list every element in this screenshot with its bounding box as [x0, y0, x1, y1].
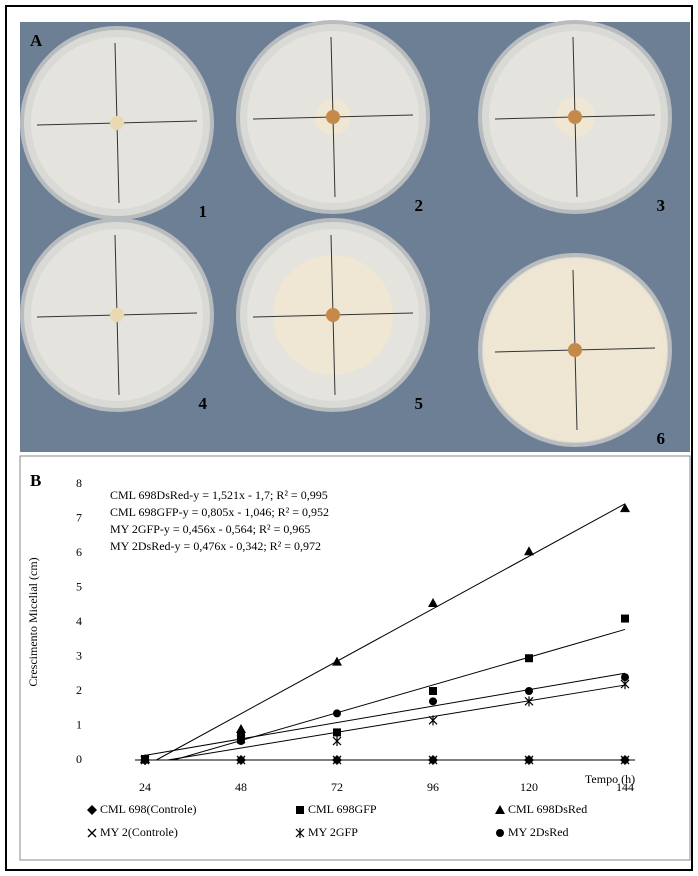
legend-label: MY 2GFP: [308, 825, 358, 839]
inoculum: [568, 343, 582, 357]
x-tick-label: 72: [331, 780, 343, 794]
legend-label: CML 698GFP: [308, 802, 377, 816]
inoculum: [568, 110, 582, 124]
y-tick-label: 8: [76, 476, 82, 490]
legend-label: MY 2DsRed: [508, 825, 569, 839]
marker: [621, 615, 629, 623]
dish-label: 1: [199, 202, 208, 221]
x-tick-label: 24: [139, 780, 151, 794]
dish-label: 3: [657, 196, 666, 215]
inoculum: [326, 308, 340, 322]
marker: [141, 756, 149, 764]
trend-equation: CML 698DsRed-y = 1,521x - 1,7; R² = 0,99…: [110, 488, 328, 502]
panel-label: A: [30, 31, 43, 50]
marker: [237, 737, 245, 745]
y-tick-label: 5: [76, 579, 82, 593]
legend-label: CML 698DsRed: [508, 802, 587, 816]
y-tick-label: 3: [76, 648, 82, 662]
y-tick-label: 2: [76, 683, 82, 697]
inoculum: [110, 116, 124, 130]
x-tick-label: 96: [427, 780, 439, 794]
marker: [429, 697, 437, 705]
trend-equation: MY 2DsRed-y = 0,476x - 0,342; R² = 0,972: [110, 539, 321, 553]
dish-label: 6: [657, 429, 666, 448]
x-tick-label: 48: [235, 780, 247, 794]
marker: [525, 654, 533, 662]
figure: 123456 A B Crescimento Micelial (cm) Tem…: [0, 0, 698, 876]
y-tick-label: 4: [76, 614, 82, 628]
trend-equation: CML 698GFP-y = 0,805x - 1,046; R² = 0,95…: [110, 505, 329, 519]
x-tick-label: 120: [520, 780, 538, 794]
x-tick-label: 144: [616, 780, 634, 794]
legend-label: MY 2(Controle): [100, 825, 178, 839]
y-tick-label: 0: [76, 752, 82, 766]
marker: [296, 806, 304, 814]
marker: [429, 687, 437, 695]
dish-label: 2: [415, 196, 424, 215]
marker: [621, 673, 629, 681]
inoculum: [110, 308, 124, 322]
trend-equation: MY 2GFP-y = 0,456x - 0,564; R² = 0,965: [110, 522, 310, 536]
legend-label: CML 698(Controle): [100, 802, 197, 816]
panel-label: B: [30, 471, 41, 490]
y-axis-title: Crescimento Micelial (cm): [26, 557, 40, 686]
marker: [333, 709, 341, 717]
y-tick-label: 6: [76, 545, 82, 559]
marker: [333, 728, 341, 736]
marker: [496, 829, 504, 837]
dish-label: 4: [199, 394, 208, 413]
dish-label: 5: [415, 394, 424, 413]
y-tick-label: 7: [76, 510, 82, 524]
inoculum: [326, 110, 340, 124]
marker: [525, 687, 533, 695]
y-tick-label: 1: [76, 717, 82, 731]
